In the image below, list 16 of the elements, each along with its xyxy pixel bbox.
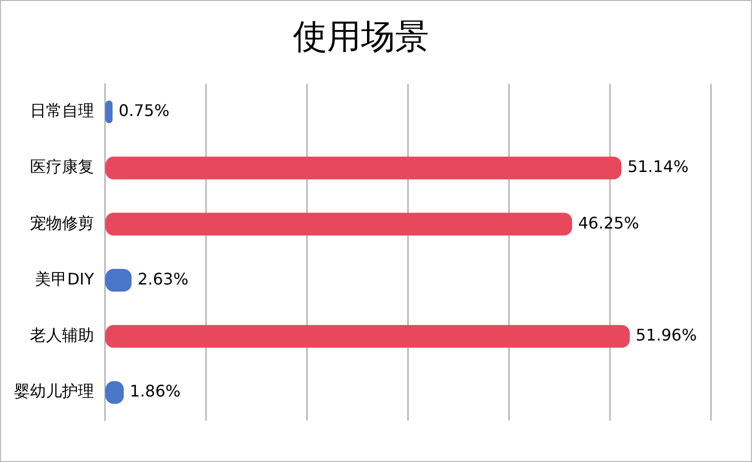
data-label: 2.63%	[138, 269, 188, 288]
y-tick-label: 医疗康复	[30, 157, 94, 176]
y-tick-label: 美甲DIY	[35, 269, 94, 288]
y-tick-label: 宠物修剪	[30, 213, 94, 232]
y-tick-label: 日常自理	[30, 101, 94, 120]
y-tick-label: 婴幼儿护理	[14, 382, 94, 401]
y-tick-label: 老人辅助	[30, 326, 94, 345]
bar	[106, 325, 630, 348]
bar	[106, 156, 622, 180]
chart-title: 使用场景	[293, 17, 429, 58]
data-label: 46.25%	[578, 213, 640, 232]
data-label: 0.75%	[118, 101, 170, 120]
data-label: 51.96%	[636, 326, 697, 345]
bar	[106, 212, 572, 236]
data-label: 1.86%	[130, 382, 181, 401]
data-label: 51.14%	[628, 157, 689, 176]
